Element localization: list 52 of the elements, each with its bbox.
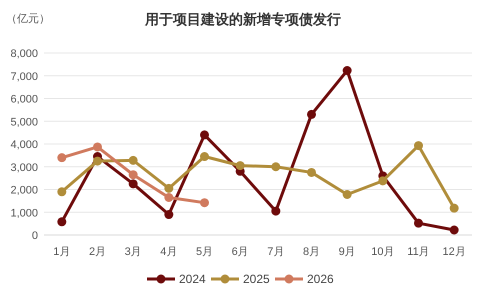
x-tick-label: 12月 (442, 246, 466, 258)
point (164, 184, 174, 193)
x-tick-label: 7月 (267, 246, 284, 258)
y-tick-label: 7,000 (10, 70, 38, 83)
legend-label: 2024 (179, 272, 206, 286)
y-tick-label: 2,000 (10, 184, 38, 196)
point (93, 156, 102, 166)
point (164, 192, 174, 202)
point (93, 142, 102, 152)
point (200, 152, 209, 162)
y-tick-label: 6,000 (10, 94, 38, 106)
x-tick-label: 10月 (371, 246, 394, 258)
y-tick-label: 3,000 (10, 162, 38, 174)
x-tick-label: 11月 (407, 246, 430, 258)
point (414, 218, 423, 228)
x-tick-label: 6月 (232, 246, 249, 258)
point (57, 153, 66, 162)
point (271, 162, 280, 172)
x-tick-label: 9月 (338, 246, 356, 258)
point (200, 198, 209, 208)
point (271, 206, 280, 216)
y-tick-label: 5,000 (10, 116, 38, 128)
y-tick-label: 1,000 (10, 207, 38, 220)
x-tick-label: 1月 (53, 246, 70, 258)
point (342, 190, 352, 200)
point (307, 110, 316, 119)
y-tick-label: 0 (32, 230, 38, 242)
point (414, 141, 423, 150)
point (128, 179, 138, 188)
point (57, 217, 66, 226)
point (128, 170, 138, 180)
point (450, 225, 459, 234)
point (307, 168, 316, 177)
chart-title: 用于项目建设的新增专项债发行 (144, 11, 341, 27)
point (128, 156, 138, 165)
point (164, 210, 174, 220)
point (450, 204, 459, 213)
point (200, 130, 209, 140)
x-tick-label: 8月 (302, 246, 320, 258)
x-tick-label: 2月 (88, 246, 106, 258)
point (57, 187, 66, 196)
y-axis-title: （亿元） (6, 13, 50, 25)
x-tick-label: 3月 (124, 246, 142, 258)
legend-label: 2025 (243, 272, 270, 286)
y-tick-label: 8,000 (10, 48, 38, 60)
point (342, 66, 352, 76)
x-tick-label: 5月 (196, 246, 214, 258)
x-tick-label: 4月 (160, 246, 178, 258)
point (236, 161, 245, 170)
y-tick-label: 4,000 (10, 139, 38, 151)
point (378, 176, 388, 186)
legend-label: 2026 (307, 272, 334, 286)
